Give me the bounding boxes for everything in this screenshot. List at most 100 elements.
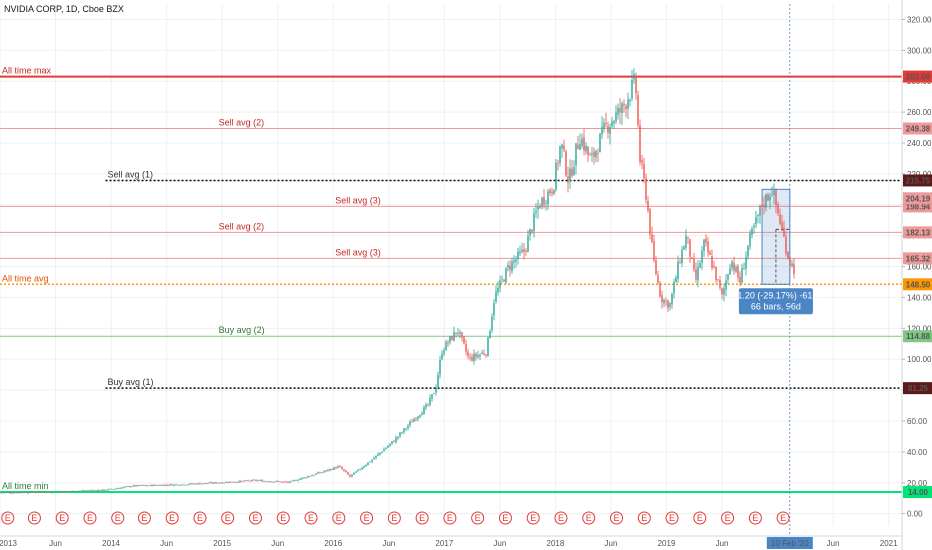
earnings-marker[interactable] — [137, 511, 151, 525]
earnings-marker[interactable] — [471, 511, 485, 525]
earnings-marker[interactable] — [165, 511, 179, 525]
earnings-marker[interactable] — [304, 511, 318, 525]
candle-body — [55, 491, 57, 493]
earnings-marker[interactable] — [27, 511, 41, 525]
price-tag[interactable] — [903, 70, 932, 83]
earnings-marker[interactable] — [276, 511, 290, 525]
earnings-marker[interactable] — [332, 511, 346, 525]
candle-body — [439, 359, 441, 375]
price-tag[interactable] — [903, 122, 932, 135]
earnings-marker-label: E — [225, 513, 231, 523]
candle-body — [31, 491, 33, 493]
candle-body — [553, 189, 555, 195]
candle-body — [737, 266, 739, 278]
candle-body — [777, 204, 779, 213]
candle-body — [359, 469, 361, 471]
candle-body — [791, 263, 793, 267]
price-tag[interactable] — [903, 278, 932, 291]
candle-body — [587, 146, 589, 155]
candle-body — [293, 480, 295, 482]
x-tick-label: Jun — [271, 539, 284, 548]
candle-body — [533, 213, 535, 232]
earnings-marker[interactable] — [55, 511, 69, 525]
candle-body — [369, 461, 371, 463]
earnings-marker[interactable] — [387, 511, 401, 525]
candle-body — [363, 466, 365, 468]
candle-body — [441, 353, 443, 360]
earnings-marker[interactable] — [721, 511, 735, 525]
candle-body — [693, 258, 695, 270]
earnings-marker[interactable] — [665, 511, 679, 525]
candle-body — [149, 484, 151, 486]
candle-body — [757, 215, 759, 216]
price-tag[interactable] — [903, 174, 932, 187]
x-tick-label: 2014 — [102, 539, 120, 548]
price-tag[interactable] — [903, 382, 932, 395]
earnings-marker[interactable] — [415, 511, 429, 525]
y-axis[interactable]: 0.0020.0040.0060.0080.00100.00120.00140.… — [901, 0, 932, 550]
earnings-marker[interactable] — [1, 511, 15, 525]
candle-body — [585, 145, 587, 152]
candle-body — [667, 300, 669, 309]
earnings-marker[interactable] — [248, 511, 262, 525]
price-tag-text: 81.25 — [908, 384, 929, 393]
candle-body — [167, 485, 169, 487]
price-tag-text: 182.13 — [906, 228, 931, 237]
candle-body — [659, 283, 661, 297]
price-series — [0, 68, 795, 494]
price-extra-tag[interactable] — [903, 192, 932, 205]
earnings-marker[interactable] — [637, 511, 651, 525]
earnings-marker[interactable] — [776, 511, 790, 525]
x-tick-label: 2017 — [435, 539, 453, 548]
earnings-marker[interactable] — [111, 511, 125, 525]
candle-body — [451, 336, 453, 341]
earnings-marker-label: E — [419, 513, 425, 523]
earnings-marker[interactable] — [748, 511, 762, 525]
earnings-marker-label: E — [391, 513, 397, 523]
earnings-marker[interactable] — [83, 511, 97, 525]
candle-body — [461, 332, 463, 338]
price-tag[interactable] — [903, 330, 932, 343]
level-label: Sell avg (1) — [108, 169, 154, 179]
earnings-marker[interactable] — [693, 511, 707, 525]
price-tag[interactable] — [903, 486, 932, 499]
candle-body — [69, 491, 71, 493]
price-tag[interactable] — [903, 252, 932, 265]
candle-body — [249, 480, 251, 482]
candle-body — [701, 250, 703, 263]
candle-body — [623, 103, 625, 106]
earnings-marker[interactable] — [554, 511, 568, 525]
candle-body — [239, 480, 241, 483]
earnings-marker[interactable] — [443, 511, 457, 525]
earnings-marker[interactable] — [360, 511, 374, 525]
x-highlight-tag[interactable] — [766, 537, 813, 549]
candle-body — [431, 394, 433, 399]
candle-body — [573, 166, 575, 175]
price-tag-text: 114.88 — [906, 332, 931, 341]
candle-body — [217, 482, 219, 484]
candle-body — [427, 404, 429, 406]
candle-body — [525, 250, 527, 252]
earnings-marker-label: E — [669, 513, 675, 523]
candle-body — [25, 492, 27, 493]
earnings-marker[interactable] — [526, 511, 540, 525]
candle-body — [705, 238, 707, 243]
candle-body — [785, 237, 787, 254]
y-tick-label: 120.00 — [907, 324, 932, 333]
price-tag[interactable] — [903, 226, 932, 239]
earnings-marker[interactable] — [193, 511, 207, 525]
earnings-marker[interactable] — [498, 511, 512, 525]
x-axis[interactable]: 2013 Jun 2014 Jun 2015 Jun 2016 Jun 2017 Jun 2018 J… — [0, 4, 902, 549]
candle-body — [383, 449, 385, 452]
candle-body — [219, 482, 221, 484]
earnings-marker[interactable] — [582, 511, 596, 525]
candle-body — [7, 492, 9, 494]
candle-body — [609, 126, 611, 134]
candle-body — [635, 76, 637, 94]
earnings-marker[interactable] — [221, 511, 235, 525]
candle-body — [339, 466, 341, 467]
earnings-marker[interactable] — [610, 511, 624, 525]
horizontal-levels[interactable]: All time max Sell avg (2) Sell avg (1) Sell… — [0, 66, 902, 494]
earnings-marker-label: E — [364, 513, 370, 523]
